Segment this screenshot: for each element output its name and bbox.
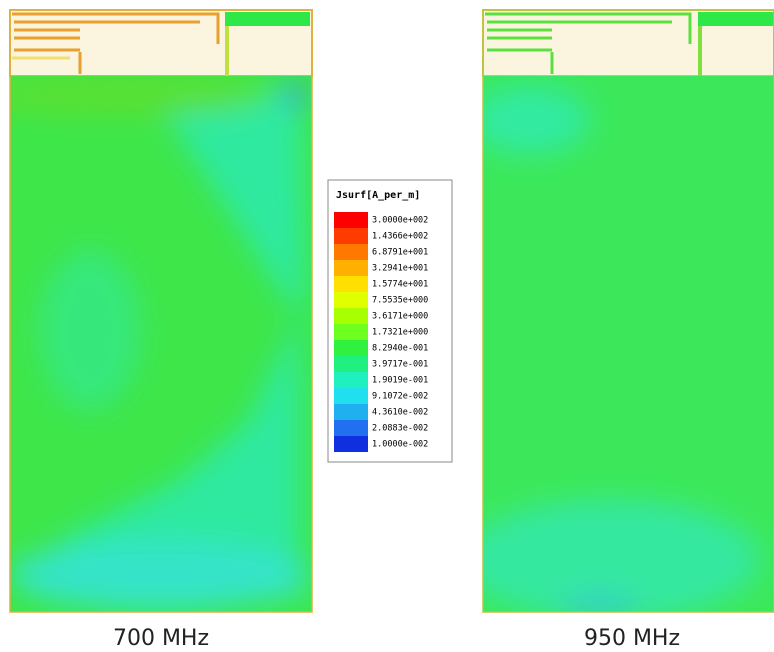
legend-swatch (334, 228, 368, 244)
legend-label: 1.9019e-001 (372, 376, 428, 386)
legend-swatch (334, 212, 368, 228)
legend-swatch (334, 260, 368, 276)
legend-label: 2.0883e-002 (372, 424, 428, 434)
legend-label: 1.4366e+002 (372, 232, 428, 242)
legend-swatch (334, 420, 368, 436)
legend-label: 3.0000e+002 (372, 216, 428, 226)
legend-label: 4.3610e-002 (372, 408, 428, 418)
legend-label: 3.6171e+000 (372, 312, 428, 322)
legend-swatch (334, 356, 368, 372)
legend-swatch (334, 372, 368, 388)
legend-label: 8.2940e-001 (372, 344, 428, 354)
legend-title: Jsurf[A_per_m] (336, 190, 420, 201)
legend-swatch (334, 436, 368, 452)
caption: 700 MHz (113, 626, 209, 651)
legend: Jsurf[A_per_m] 3.0000e+002 1.4366e+002 6.8… (327, 179, 453, 463)
legend-label: 7.5535e+000 (372, 296, 428, 306)
legend-swatch (334, 340, 368, 356)
panel-950 (482, 9, 774, 613)
legend-label: 1.0000e-002 (372, 440, 428, 450)
legend-swatch (334, 244, 368, 260)
legend-label: 1.5774e+001 (372, 280, 428, 290)
legend-swatch (334, 404, 368, 420)
legend-label: 6.8791e+001 (372, 248, 428, 258)
legend-swatch (334, 292, 368, 308)
legend-label: 1.7321e+000 (372, 328, 428, 338)
legend-label: 3.9717e-001 (372, 360, 428, 370)
legend-label: 9.1072e-002 (372, 392, 428, 402)
caption: 950 MHz (584, 626, 680, 651)
legend-swatch (334, 388, 368, 404)
legend-swatch (334, 276, 368, 292)
legend-label: 3.2941e+001 (372, 264, 428, 274)
legend-swatch (334, 324, 368, 340)
legend-swatch (334, 308, 368, 324)
panel-700 (9, 9, 313, 613)
